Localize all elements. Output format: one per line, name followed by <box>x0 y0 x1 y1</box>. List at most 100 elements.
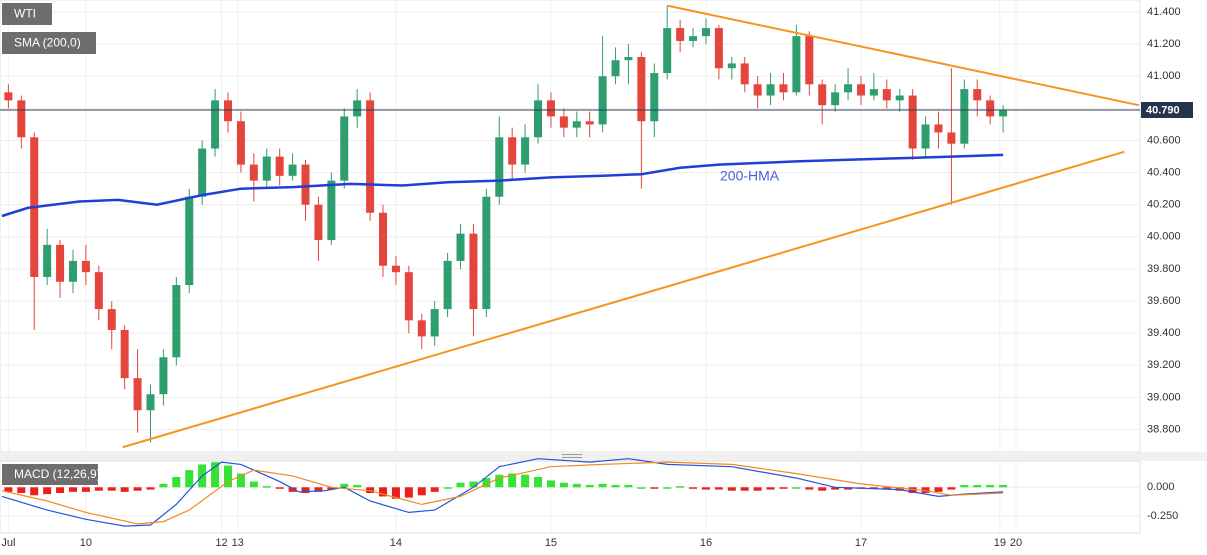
candle-body <box>559 116 568 128</box>
candle-body <box>223 100 233 122</box>
candle-body <box>81 260 90 273</box>
hma-annotation: 200-HMA <box>720 168 780 184</box>
last-price-box <box>1141 101 1193 118</box>
macd-histogram-bar <box>17 487 26 493</box>
legend-box[interactable] <box>2 3 52 25</box>
macd-histogram-bar <box>727 487 736 491</box>
macd-histogram-bar <box>469 481 478 488</box>
legend-box[interactable] <box>2 464 98 485</box>
macd-histogram-bar <box>895 487 904 491</box>
candle-body <box>430 309 439 337</box>
macd-histogram-bar <box>637 487 646 489</box>
trend-line <box>666 4 1139 107</box>
macd-histogram-bar <box>249 481 258 488</box>
last-price-label: 40.790 <box>1146 104 1180 116</box>
macd-histogram-bar <box>947 487 956 490</box>
candle-body <box>585 121 594 125</box>
macd-histogram-bar <box>831 487 840 490</box>
macd-histogram-bar <box>908 487 917 493</box>
candle-body <box>701 28 710 37</box>
candle-body <box>68 260 77 282</box>
macd-pane <box>0 460 1141 534</box>
candle-body <box>456 233 465 261</box>
macd-histogram-bar <box>495 474 504 488</box>
candle-body <box>534 100 543 138</box>
macd-histogram-bar <box>986 485 995 488</box>
macd-histogram-bar <box>327 487 336 490</box>
candle-body <box>198 148 207 197</box>
candle-body <box>921 124 930 149</box>
hma-line <box>1 153 1004 218</box>
candle-body <box>146 394 155 411</box>
y-tick-label: 39.000 <box>1147 391 1181 403</box>
macd-histogram-bar <box>301 487 310 493</box>
y-tick-label: 41.200 <box>1147 38 1181 50</box>
y-tick-label: 38.800 <box>1147 423 1181 435</box>
candle-body <box>185 196 194 286</box>
candle-body <box>934 124 943 133</box>
macd-histogram-bar <box>443 487 452 489</box>
candle-body <box>611 60 620 77</box>
candle-body <box>275 156 284 176</box>
macd-histogram-bar <box>663 487 672 489</box>
y-tick-label: 40.600 <box>1147 134 1181 146</box>
candle-body <box>133 378 142 411</box>
candle-body <box>495 137 504 197</box>
candle-body <box>779 84 788 93</box>
candle-body <box>159 357 168 395</box>
macd-histogram-bar <box>753 487 762 491</box>
macd-histogram-bar <box>676 486 685 488</box>
legend-box[interactable] <box>2 32 96 54</box>
x-tick-label: 10 <box>80 537 92 549</box>
candle-body <box>637 57 646 122</box>
macd-histogram-bar <box>430 487 439 492</box>
y-tick-label: 41.400 <box>1147 6 1181 18</box>
macd-histogram-bar <box>689 487 698 489</box>
candle-body <box>120 329 129 379</box>
macd-histogram-bar <box>818 487 827 491</box>
macd-histogram-bar <box>585 485 594 488</box>
macd-histogram-bar <box>94 487 103 491</box>
macd-histogram-bar <box>779 487 788 489</box>
macd-histogram-bar <box>56 487 65 493</box>
macd-histogram-bar <box>353 485 362 488</box>
macd-line <box>1 458 1004 527</box>
legend-entry: SMA (200,0) <box>14 36 81 50</box>
macd-histogram-bar <box>236 473 245 488</box>
macd-histogram-bar <box>262 486 271 488</box>
y-tick-label: 39.200 <box>1147 359 1181 371</box>
macd-histogram-bar <box>624 485 633 488</box>
candle-body <box>766 84 775 96</box>
candle-body <box>818 84 827 106</box>
candle-body <box>650 73 659 122</box>
macd-histogram-bar <box>172 477 181 488</box>
candle-body <box>17 100 26 138</box>
x-tick-label: 16 <box>700 537 712 549</box>
candle-body <box>908 95 917 149</box>
macd-histogram-bar <box>456 482 465 488</box>
y-tick-label: 39.400 <box>1147 327 1181 339</box>
candle-body <box>236 121 245 165</box>
x-tick-label: 17 <box>855 537 867 549</box>
pane-separator[interactable] <box>0 452 1207 461</box>
macd-histogram-bar <box>211 462 220 488</box>
macd-histogram-bar <box>844 487 853 490</box>
candle-body <box>301 164 310 205</box>
candle-body <box>999 109 1008 117</box>
candle-body <box>482 196 491 310</box>
candle-body <box>391 265 400 273</box>
candle-body <box>327 180 336 241</box>
x-tick-label: 15 <box>545 537 557 549</box>
candle-body <box>56 244 65 282</box>
candle-body <box>727 63 736 69</box>
macd-histogram-bar <box>107 487 116 491</box>
x-tick-label: 20 <box>1010 537 1022 549</box>
y-tick-label: 40.200 <box>1147 199 1181 211</box>
y-tick-label: 0.000 <box>1147 481 1175 493</box>
macd-histogram-bar <box>792 487 801 489</box>
candle-body <box>986 100 995 117</box>
candle-body <box>676 28 685 41</box>
macd-histogram-bar <box>882 487 891 490</box>
x-tick-label: 12 <box>215 537 227 549</box>
candle-body <box>262 156 271 181</box>
